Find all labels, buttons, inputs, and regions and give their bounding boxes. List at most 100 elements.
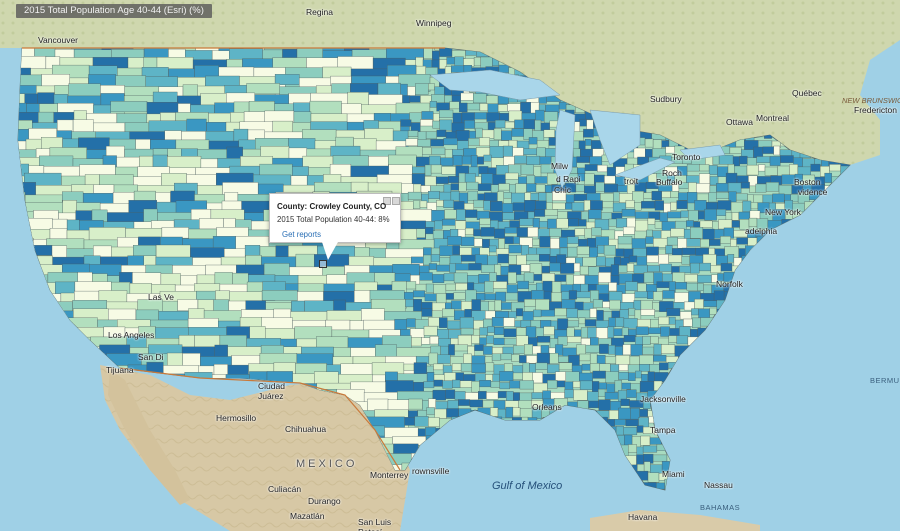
county-polygon[interactable] (475, 127, 483, 138)
county-polygon[interactable] (615, 248, 625, 257)
county-polygon[interactable] (483, 154, 492, 162)
county-polygon[interactable] (660, 326, 670, 337)
county-polygon[interactable] (532, 372, 543, 384)
county-polygon[interactable] (460, 327, 474, 335)
county-polygon[interactable] (481, 173, 493, 185)
county-polygon[interactable] (474, 344, 484, 351)
county-polygon[interactable] (424, 293, 437, 302)
county-polygon[interactable] (582, 257, 597, 267)
county-polygon[interactable] (691, 308, 699, 316)
county-polygon[interactable] (607, 326, 615, 338)
county-polygon[interactable] (422, 147, 432, 155)
county-polygon[interactable] (458, 182, 467, 192)
county-polygon[interactable] (426, 365, 434, 373)
county-polygon[interactable] (565, 202, 573, 210)
county-polygon[interactable] (535, 299, 550, 311)
county-polygon[interactable] (532, 218, 540, 229)
county-polygon[interactable] (567, 320, 579, 328)
county-polygon[interactable] (725, 172, 738, 184)
county-polygon[interactable] (535, 362, 548, 370)
county-polygon[interactable] (479, 218, 491, 225)
county-polygon[interactable] (471, 381, 480, 393)
county-polygon[interactable] (634, 202, 642, 211)
county-polygon[interactable] (62, 200, 77, 215)
county-polygon[interactable] (579, 265, 589, 275)
county-polygon[interactable] (549, 353, 559, 364)
county-polygon[interactable] (476, 293, 486, 301)
county-polygon[interactable] (746, 164, 759, 176)
county-polygon[interactable] (527, 227, 539, 238)
county-polygon[interactable] (592, 381, 600, 394)
county-polygon[interactable] (110, 101, 148, 113)
county-polygon[interactable] (643, 192, 653, 199)
county-polygon[interactable] (433, 379, 443, 387)
county-polygon[interactable] (411, 337, 422, 347)
county-polygon[interactable] (762, 194, 773, 204)
county-polygon[interactable] (459, 317, 474, 329)
county-polygon[interactable] (466, 181, 479, 191)
county-polygon[interactable] (439, 119, 453, 131)
county-polygon[interactable] (597, 245, 605, 254)
county-polygon[interactable] (483, 200, 491, 211)
county-polygon[interactable] (666, 236, 678, 246)
county-polygon[interactable] (585, 344, 600, 353)
county-polygon[interactable] (647, 371, 655, 382)
county-polygon[interactable] (621, 293, 635, 304)
county-polygon[interactable] (442, 380, 453, 389)
county-polygon[interactable] (494, 228, 505, 239)
county-polygon[interactable] (504, 227, 518, 234)
county-polygon[interactable] (596, 310, 604, 322)
county-polygon[interactable] (536, 352, 550, 364)
county-polygon[interactable] (676, 335, 689, 345)
county-polygon[interactable] (764, 166, 778, 176)
county-polygon[interactable] (450, 191, 460, 201)
county-polygon[interactable] (626, 263, 635, 272)
county-polygon[interactable] (602, 201, 614, 209)
county-polygon[interactable] (584, 275, 599, 285)
county-polygon[interactable] (486, 335, 494, 344)
county-polygon[interactable] (461, 254, 476, 262)
county-polygon[interactable] (454, 344, 468, 352)
county-polygon[interactable] (505, 292, 519, 301)
county-polygon[interactable] (530, 192, 539, 201)
county-polygon[interactable] (488, 301, 496, 311)
county-polygon[interactable] (518, 176, 527, 185)
county-polygon[interactable] (430, 185, 445, 193)
county-polygon[interactable] (635, 219, 649, 232)
county-polygon[interactable] (502, 212, 515, 221)
county-polygon[interactable] (531, 392, 543, 399)
county-polygon[interactable] (547, 380, 558, 389)
county-polygon[interactable] (648, 327, 661, 334)
county-polygon[interactable] (628, 255, 638, 263)
county-polygon[interactable] (686, 164, 700, 172)
county-polygon[interactable] (473, 229, 482, 237)
county-polygon[interactable] (494, 327, 505, 335)
county-polygon[interactable] (624, 434, 633, 446)
county-polygon[interactable] (471, 335, 480, 344)
county-polygon[interactable] (686, 282, 698, 291)
county-polygon[interactable] (440, 345, 449, 356)
county-polygon[interactable] (603, 245, 616, 256)
county-polygon[interactable] (670, 201, 677, 211)
county-polygon[interactable] (449, 255, 462, 265)
county-polygon[interactable] (526, 175, 536, 185)
county-polygon[interactable] (415, 283, 427, 292)
county-polygon[interactable] (432, 50, 440, 61)
county-polygon[interactable] (646, 255, 659, 263)
county-polygon[interactable] (523, 119, 536, 130)
county-polygon[interactable] (626, 389, 637, 398)
county-polygon[interactable] (493, 128, 502, 140)
county-polygon[interactable] (408, 398, 423, 410)
county-polygon[interactable] (679, 265, 691, 274)
county-polygon[interactable] (587, 284, 597, 292)
county-polygon[interactable] (452, 155, 463, 166)
county-polygon[interactable] (526, 355, 538, 364)
county-polygon[interactable] (489, 272, 497, 282)
county-polygon[interactable] (487, 255, 498, 266)
county-polygon[interactable] (424, 164, 432, 176)
county-polygon[interactable] (426, 372, 435, 382)
county-polygon[interactable] (439, 109, 454, 118)
county-polygon[interactable] (615, 355, 631, 366)
county-polygon[interactable] (635, 326, 649, 336)
county-polygon[interactable] (668, 335, 677, 343)
